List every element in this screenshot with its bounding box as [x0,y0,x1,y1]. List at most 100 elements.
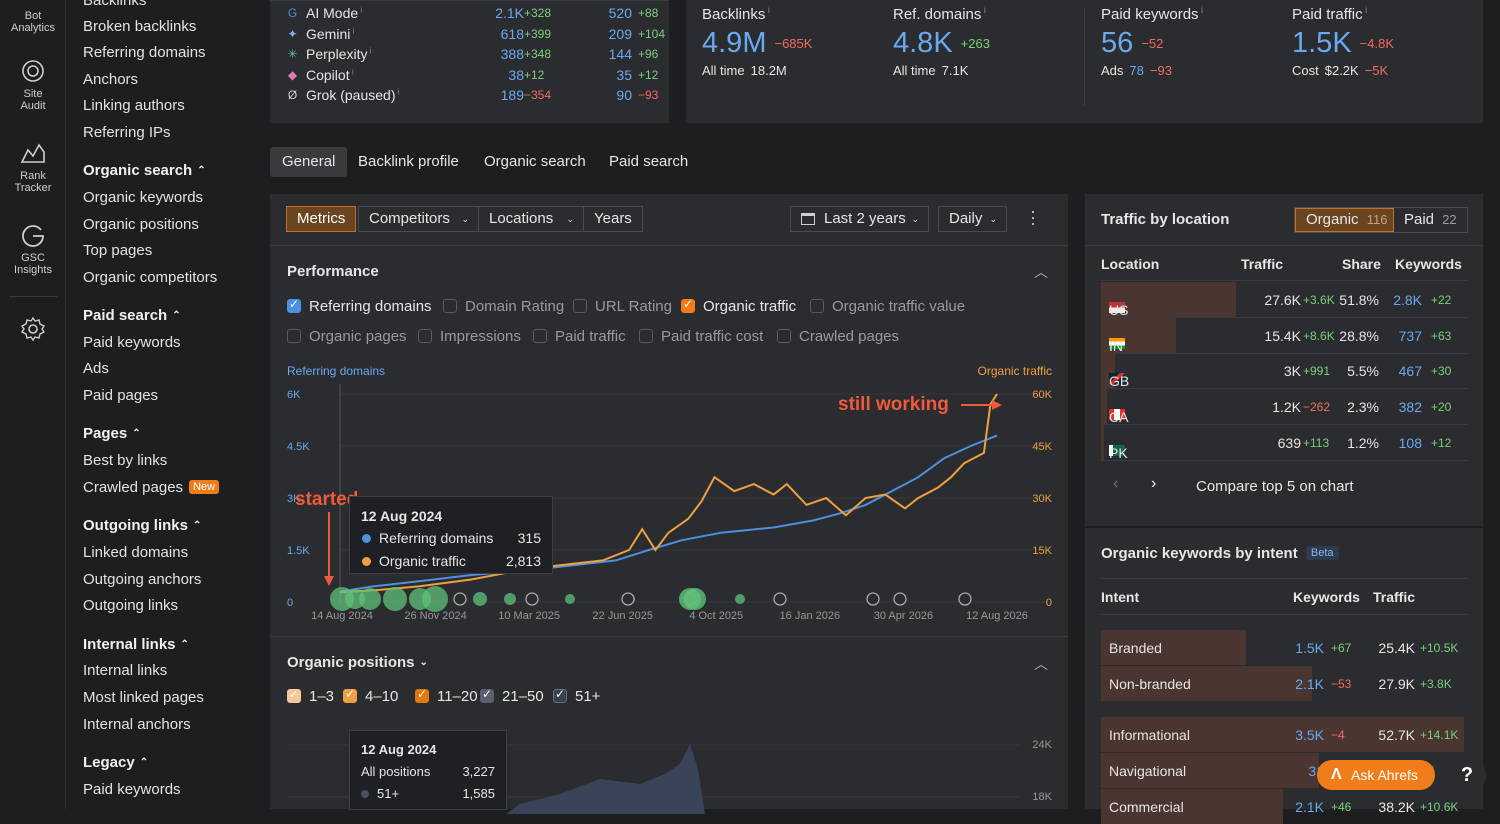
sidebar-item-outgoing-0[interactable]: Linked domains [83,544,188,561]
ai-value[interactable]: 388 [500,46,524,62]
location-row[interactable]: US 27.6K +3.6K 51.8% 2.8K +22 [1101,282,1468,318]
annotation-marker[interactable] [473,592,487,606]
section-organic-search[interactable]: Organic search ⌃ [83,162,206,179]
ask-ahrefs-button[interactable]: Λ Ask Ahrefs [1317,760,1435,790]
intent-keywords[interactable]: 1.5K [1295,640,1324,656]
competitors-dropdown[interactable]: Competitors ⌄ [358,206,479,232]
ai-value[interactable]: 90 [616,87,632,103]
section-paid-search[interactable]: Paid search ⌃ [83,307,181,324]
ai-value[interactable]: 209 [608,25,632,42]
sidebar-item-legacy-paid-keywords[interactable]: Paid keywords [83,781,181,798]
annotation-marker[interactable] [359,588,381,610]
google-update-marker[interactable] [525,592,539,606]
intent-keywords[interactable]: 3.5K [1295,727,1324,743]
sidebar-item-paid-2[interactable]: Paid pages [83,387,158,404]
tab-general[interactable]: General [270,147,348,177]
ai-value[interactable]: 189 [500,87,524,103]
position-checkbox[interactable]: 21–50 [480,687,544,705]
tab-organic-search[interactable]: Organic search [484,153,586,170]
locations-dropdown[interactable]: Locations ⌄ [478,206,584,232]
metrics-button[interactable]: Metrics [286,206,357,232]
sidebar-item-broken-backlinks[interactable]: Broken backlinks [83,18,196,35]
organic-positions-title[interactable]: Organic positions ⌄ [287,654,428,671]
more-options-icon[interactable]: · · · [1030,201,1036,233]
annotation-marker[interactable] [345,589,365,609]
chevron-left-icon[interactable]: ‹ [1113,475,1119,492]
ai-platform-row[interactable]: G AI Mode i 2.1K +328 520 +88 [286,5,659,25]
sidebar-item-paid-0[interactable]: Paid keywords [83,334,181,351]
location-row[interactable]: GB 3K +991 5.5% 467 +30 [1101,353,1468,390]
section-outgoing-links[interactable]: Outgoing links ⌃ [83,517,201,534]
sidebar-item-outgoing-1[interactable]: Outgoing anchors [83,571,201,588]
google-update-marker[interactable] [621,592,635,606]
chevron-right-icon[interactable]: › [1151,475,1157,492]
sidebar-item-internal-2[interactable]: Internal anchors [83,716,191,733]
tab-paid-search[interactable]: Paid search [609,153,689,170]
tab-backlink-profile[interactable]: Backlink profile [358,153,459,170]
keywords-value[interactable]: 382 [1398,399,1422,416]
google-update-marker[interactable] [893,592,907,606]
kpi-paid-traffic[interactable]: Paid traffic i 1.5K −4.8K Cost $2.2K −5K [1292,5,1395,78]
keywords-value[interactable]: 737 [1398,327,1422,344]
checkbox-organic-traffic-value[interactable]: Organic traffic value [810,298,965,315]
position-checkbox[interactable]: 4–10 [343,687,398,705]
checkbox-organic-pages[interactable]: Organic pages [287,328,407,345]
checkbox-url-rating[interactable]: URL Rating [573,298,672,315]
section-internal-links[interactable]: Internal links ⌃ [83,636,189,653]
ai-platform-row[interactable]: ✦ Gemini i 618 +399 209 +104 [286,25,665,46]
ai-value[interactable]: 35 [616,66,632,83]
annotation-marker[interactable] [504,593,516,605]
ai-platform-row[interactable]: ◆ Copilot i 38 +12 35 +12 [286,66,658,87]
date-range-dropdown[interactable]: Last 2 years ⌄ [790,206,929,232]
collapse-icon[interactable]: ︿ [1034,264,1048,280]
sidebar-item-internal-1[interactable]: Most linked pages [83,689,204,706]
kpi-ref-domains[interactable]: Ref. domains i 4.8K +263 All time 7.1K [893,5,990,78]
kpi-paid-keywords[interactable]: Paid keywords i 56 −52 Ads 78 −93 [1101,5,1204,78]
ai-platform-row[interactable]: ✳ Perplexity i 388 +348 144 +96 [286,46,658,66]
intent-row[interactable]: Commercial 2.1K +46 38.2K +10.6K [1101,789,1468,824]
location-row[interactable]: CA 1.2K −262 2.3% 382 +20 [1101,389,1468,426]
interval-dropdown[interactable]: Daily ⌄ [938,206,1007,232]
help-button[interactable]: ? [1448,756,1486,794]
sidebar-item-best-by-links[interactable]: Best by links [83,452,167,469]
annotation-marker[interactable] [735,594,745,604]
performance-chart[interactable]: 0 0 1.5K 15K 3K 30K 4.5K 45K 6K 60K 14 Aug 2024 26 … [270,384,1068,634]
intent-row[interactable]: Informational 3.5K −4 52.7K +14.1K [1101,717,1468,752]
years-button[interactable]: Years [583,206,643,232]
annotation-marker[interactable] [684,588,706,610]
kpi-backlinks[interactable]: Backlinks i 4.9M −685K All time 18.2M [702,5,813,78]
checkbox-domain-rating[interactable]: Domain Rating [443,298,564,315]
position-checkbox[interactable]: 11–20 [415,687,478,705]
google-update-marker[interactable] [773,592,787,606]
settings-nav[interactable] [0,316,66,346]
checkbox-paid-traffic[interactable]: Paid traffic [533,328,626,345]
google-update-marker[interactable] [453,592,467,606]
ai-platform-row[interactable]: Ø Grok (paused) i 189 −354 90 −93 [286,87,659,107]
sidebar-item-outgoing-2[interactable]: Outgoing links [83,597,178,614]
keywords-value[interactable]: 467 [1398,363,1422,380]
google-update-marker[interactable] [866,592,880,606]
section-pages[interactable]: Pages ⌃ [83,425,141,442]
ai-value[interactable]: 520 [608,5,632,21]
ai-value[interactable]: 144 [608,46,632,62]
bot-analytics-nav[interactable]: Bot Analytics [0,10,66,34]
sidebar-item-backlinks[interactable]: Backlinks [83,0,146,9]
position-checkbox[interactable]: 51+ [553,687,600,705]
paid-toggle[interactable]: Paid 22 [1404,208,1457,232]
google-update-marker[interactable] [958,592,972,606]
location-row[interactable]: PK 639 +113 1.2% 108 +12 [1101,424,1468,461]
intent-row[interactable]: Branded 1.5K +67 25.4K +10.5K [1101,630,1468,665]
sidebar-item-organic-0[interactable]: Organic keywords [83,189,203,206]
sidebar-item-referring-domains[interactable]: Referring domains [83,44,206,61]
collapse-icon[interactable]: ︿ [1034,656,1048,672]
site-audit-nav[interactable]: Site Audit [0,58,66,112]
intent-row[interactable]: Non-branded 2.1K −53 27.9K +3.8K [1101,666,1468,701]
keywords-value[interactable]: 108 [1398,434,1422,451]
ai-value[interactable]: 38 [508,66,524,83]
intent-keywords[interactable]: 2.1K [1295,676,1324,692]
position-checkbox[interactable]: 1–3 [287,687,334,705]
sidebar-item-organic-3[interactable]: Organic competitors [83,269,217,286]
gsc-insights-nav[interactable]: GSC Insights [0,222,66,276]
rank-tracker-nav[interactable]: Rank Tracker [0,140,66,194]
sidebar-item-crawled-pages[interactable]: Crawled pages New [83,479,220,496]
